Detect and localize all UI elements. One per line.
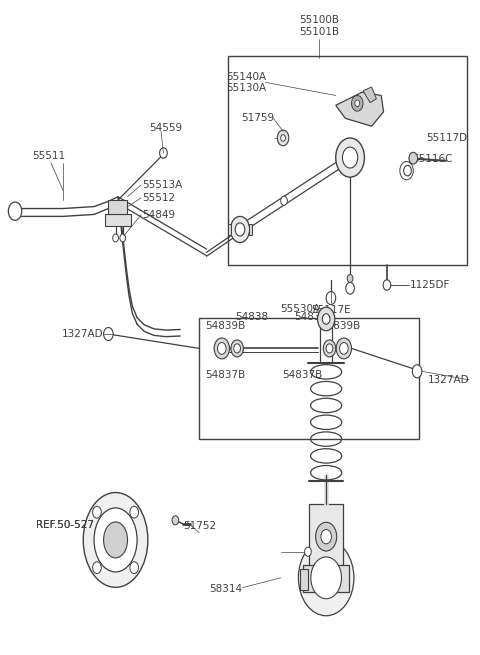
Circle shape: [234, 344, 240, 353]
Text: REF.50-527: REF.50-527: [36, 520, 94, 530]
Text: 54839B: 54839B: [205, 321, 246, 331]
Text: 58314: 58314: [209, 584, 242, 594]
Circle shape: [351, 96, 363, 111]
Circle shape: [404, 166, 411, 176]
Text: 55100B
55101B: 55100B 55101B: [299, 15, 339, 37]
Circle shape: [235, 223, 245, 236]
Circle shape: [383, 280, 391, 290]
Circle shape: [347, 274, 353, 282]
Circle shape: [299, 540, 354, 616]
Circle shape: [130, 562, 139, 574]
Circle shape: [342, 147, 358, 168]
Text: 55511: 55511: [32, 151, 65, 161]
Text: 54849: 54849: [142, 210, 175, 220]
Circle shape: [326, 291, 336, 305]
Text: 55512: 55512: [142, 193, 175, 203]
Text: 55140A
55130A: 55140A 55130A: [226, 71, 266, 93]
Text: 55116C: 55116C: [412, 154, 453, 164]
Circle shape: [326, 344, 333, 353]
Circle shape: [93, 562, 101, 574]
Text: 55117E: 55117E: [311, 305, 351, 314]
Circle shape: [316, 522, 336, 551]
Bar: [228, 56, 468, 265]
Text: 54839B: 54839B: [320, 321, 360, 331]
Circle shape: [323, 314, 330, 324]
Circle shape: [217, 343, 226, 354]
Ellipse shape: [104, 522, 128, 558]
Text: REF.50-527: REF.50-527: [36, 520, 94, 530]
Circle shape: [113, 234, 119, 242]
Polygon shape: [363, 87, 376, 103]
Circle shape: [8, 202, 22, 220]
Circle shape: [355, 100, 360, 107]
Circle shape: [318, 307, 335, 331]
Text: 54838: 54838: [294, 312, 327, 322]
Circle shape: [230, 216, 250, 242]
Circle shape: [412, 365, 422, 378]
Text: 51752: 51752: [183, 521, 216, 531]
Circle shape: [336, 138, 364, 177]
Circle shape: [281, 196, 288, 205]
Circle shape: [346, 282, 354, 294]
Ellipse shape: [83, 493, 148, 588]
Ellipse shape: [94, 508, 137, 572]
Bar: [249, 224, 252, 234]
Bar: [199, 318, 420, 439]
Circle shape: [130, 506, 139, 518]
Circle shape: [305, 547, 312, 556]
Text: 1327AD: 1327AD: [428, 375, 470, 384]
Circle shape: [409, 153, 418, 164]
Circle shape: [281, 135, 286, 141]
Bar: [108, 200, 127, 214]
Text: 54559: 54559: [149, 122, 182, 133]
Text: 55530A: 55530A: [280, 305, 320, 314]
Text: 54837B: 54837B: [282, 370, 323, 380]
Circle shape: [339, 343, 348, 354]
Circle shape: [120, 234, 126, 242]
Text: 51759: 51759: [241, 113, 275, 123]
Text: 55117D: 55117D: [426, 133, 468, 143]
Circle shape: [172, 515, 179, 525]
Bar: [228, 224, 231, 234]
Bar: [105, 214, 132, 226]
Text: 54838: 54838: [235, 312, 268, 322]
Circle shape: [93, 506, 101, 518]
Circle shape: [159, 148, 167, 159]
Text: 55513A: 55513A: [142, 180, 182, 190]
Circle shape: [336, 338, 351, 359]
Circle shape: [231, 340, 243, 357]
Bar: [300, 569, 309, 590]
Text: 54837B: 54837B: [205, 370, 246, 380]
Circle shape: [104, 328, 113, 341]
Circle shape: [321, 529, 331, 544]
Text: 1327AD: 1327AD: [62, 329, 104, 339]
Polygon shape: [336, 92, 384, 126]
Circle shape: [214, 338, 229, 359]
Bar: [310, 504, 343, 566]
Bar: [303, 565, 349, 592]
Text: 1125DF: 1125DF: [410, 280, 450, 290]
Circle shape: [311, 557, 341, 599]
Circle shape: [277, 130, 289, 146]
Circle shape: [323, 340, 336, 357]
